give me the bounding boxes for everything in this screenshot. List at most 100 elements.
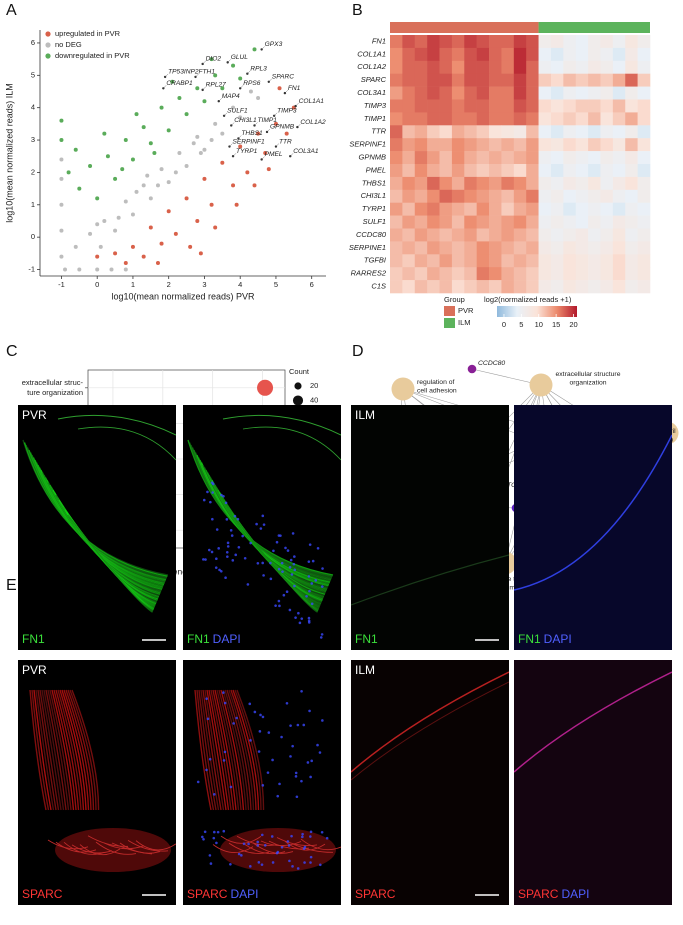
heat-cell — [427, 215, 440, 229]
heat-cell — [427, 47, 440, 62]
heat-cell — [476, 254, 490, 268]
nucleus — [205, 697, 208, 701]
nucleus — [309, 855, 313, 859]
nucleus — [209, 862, 213, 865]
point — [213, 121, 218, 126]
heat-cell — [526, 280, 539, 294]
heat-cell — [464, 112, 477, 126]
heat-cell — [451, 228, 465, 242]
point — [177, 151, 182, 155]
heat-cell — [575, 280, 589, 294]
point — [177, 95, 182, 100]
stain-labels: SPARC DAPI — [187, 887, 258, 901]
point — [63, 267, 68, 272]
heat-cell — [464, 47, 477, 62]
nucleus — [282, 593, 286, 597]
heat-cell — [513, 176, 527, 191]
point — [184, 196, 189, 201]
nucleus — [308, 543, 312, 546]
heat-cell — [588, 215, 601, 229]
heat-cell — [390, 202, 403, 216]
heat-cell — [439, 86, 453, 100]
fiber — [292, 843, 334, 853]
heat-cell — [501, 47, 515, 62]
point — [209, 138, 214, 143]
nucleus — [211, 491, 214, 494]
fiber — [220, 689, 245, 811]
term-label: extracellular structure organization — [556, 371, 621, 387]
nucleus — [266, 771, 270, 774]
heat-cell — [439, 138, 453, 152]
nucleus — [232, 722, 235, 725]
point — [148, 141, 153, 146]
heat-cell — [588, 228, 601, 242]
heat-cell — [439, 99, 453, 113]
legend-marker — [45, 42, 51, 48]
x-tick-label: 3 — [202, 280, 206, 289]
nucleus — [267, 731, 271, 734]
annotation-leader — [268, 78, 272, 82]
annotation: DIO2 — [206, 56, 222, 63]
nucleus — [213, 830, 216, 834]
heat-cell — [501, 176, 515, 191]
annotation-leader — [284, 89, 289, 94]
y-axis-title: log10(mean normalized reads) ILM — [4, 83, 14, 223]
heat-cell — [600, 202, 614, 216]
point — [155, 261, 160, 266]
fiber — [222, 689, 247, 811]
heat-cell — [625, 164, 638, 178]
annotation-leader — [247, 70, 251, 74]
heat-cell — [526, 151, 539, 165]
nucleus — [202, 558, 205, 561]
fiber — [135, 840, 176, 851]
nucleus — [249, 865, 252, 868]
nucleus — [229, 529, 233, 532]
point — [184, 112, 189, 117]
annotation-leader — [240, 85, 244, 89]
fiber — [31, 689, 50, 811]
heat-cell — [402, 138, 416, 152]
nucleus — [307, 560, 311, 563]
heat-cell — [637, 125, 651, 139]
point — [238, 115, 243, 120]
heat-cell — [563, 138, 577, 152]
fiber — [77, 426, 176, 461]
heat-cell — [390, 151, 403, 165]
legend-label: upregulated in PVR — [55, 29, 121, 38]
point — [59, 118, 64, 123]
heat-cell — [588, 99, 601, 113]
heat-cell — [476, 176, 490, 191]
heat-cell — [414, 86, 428, 100]
stain-labels: FN1 DAPI — [518, 632, 572, 646]
point — [231, 63, 236, 68]
heat-cell — [402, 60, 416, 74]
heat-cell — [637, 151, 651, 165]
nucleus — [284, 546, 287, 550]
nucleus — [247, 842, 250, 846]
heat-cell — [402, 189, 416, 203]
heat-cell — [526, 215, 539, 229]
heat-cell — [538, 125, 552, 139]
heat-cell — [489, 47, 502, 62]
nucleus — [318, 751, 322, 754]
heat-cell — [489, 35, 502, 49]
nucleus — [285, 590, 289, 594]
heat-cell — [451, 60, 465, 74]
y-tick-label: 3 — [31, 135, 35, 144]
heat-cell — [414, 99, 428, 113]
annotation: SULF1 — [227, 108, 248, 115]
point — [130, 157, 135, 162]
heat-cell — [464, 164, 477, 178]
point — [209, 57, 214, 62]
heat-cell — [563, 254, 577, 268]
heat-cell — [501, 86, 515, 100]
heat-cell — [538, 267, 552, 281]
nucleus — [256, 844, 260, 847]
heat-cell — [563, 215, 577, 229]
heat-cell — [612, 215, 626, 229]
point — [116, 215, 121, 220]
heat-cell — [451, 164, 465, 178]
point — [95, 254, 100, 259]
nucleus — [237, 852, 241, 856]
fiber — [252, 842, 294, 854]
